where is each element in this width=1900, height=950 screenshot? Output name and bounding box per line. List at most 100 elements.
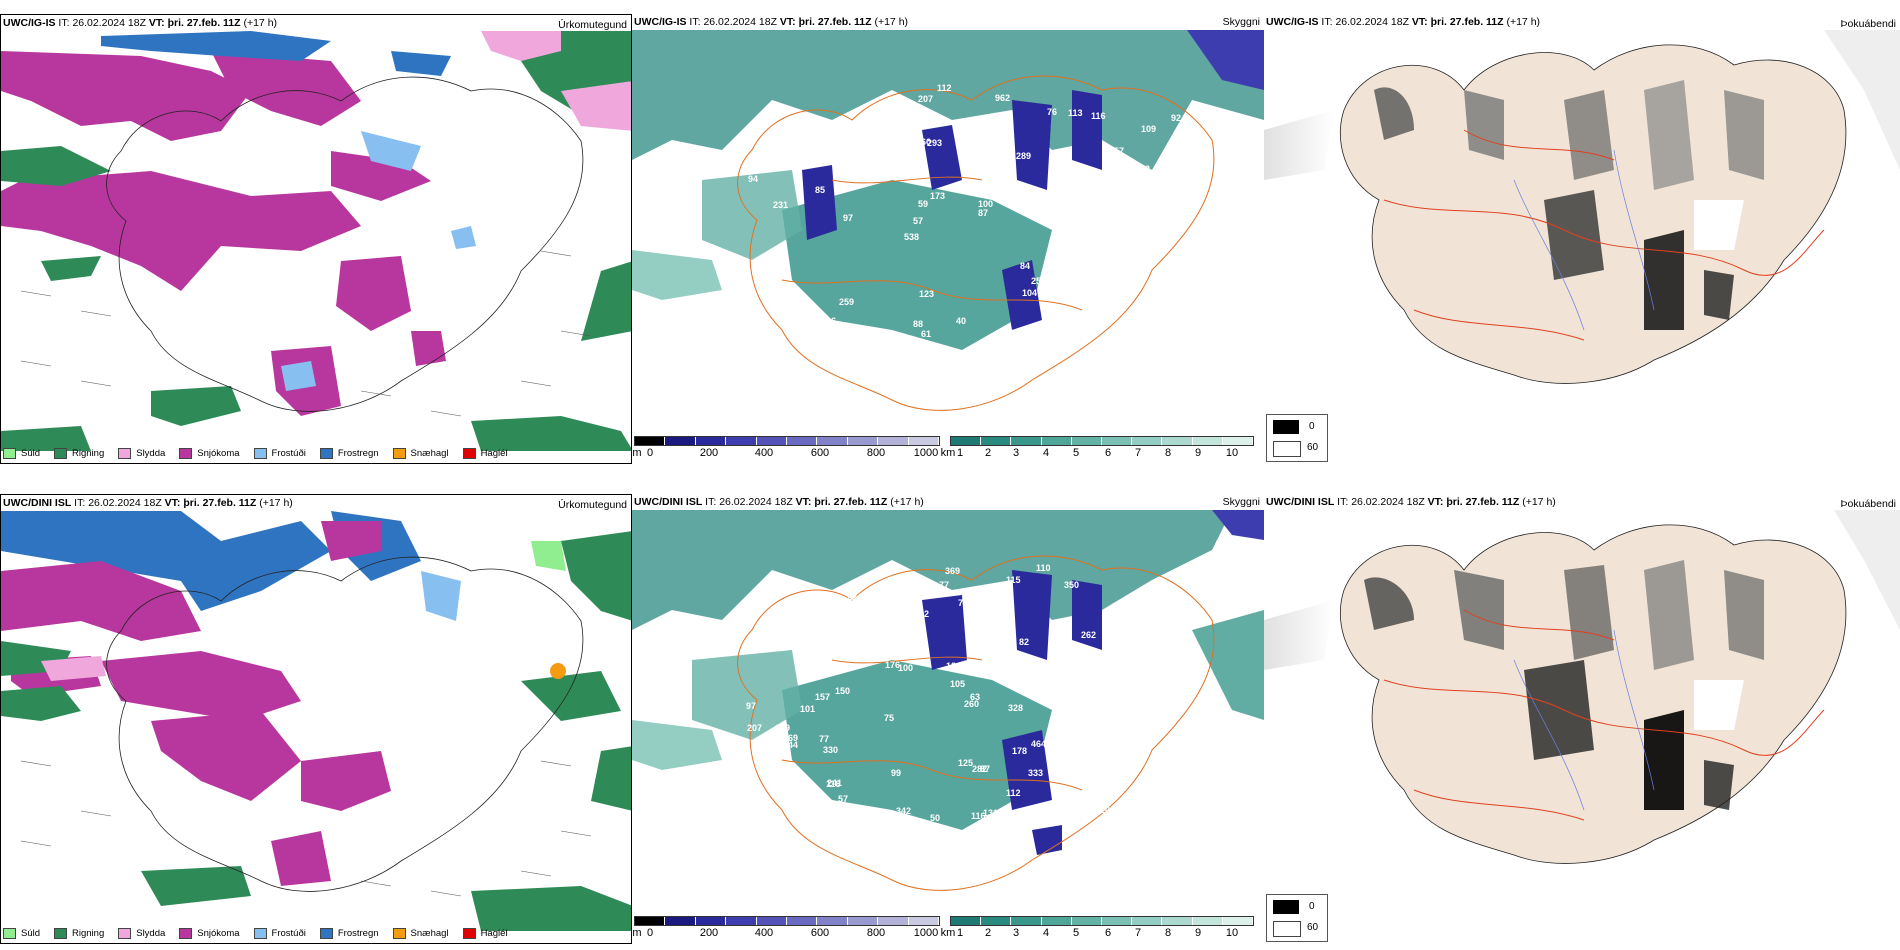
sleet-areas	[481, 31, 631, 131]
cloud-base-value: 99	[891, 768, 901, 778]
cloud-base-value: 330	[823, 745, 838, 755]
lead-time: (+17 h)	[243, 17, 278, 29]
fog-header: UWC/IG-IS IT: 26.02.2024 18Z VT: þri. 27…	[1266, 16, 1540, 28]
fog-roads	[1383, 129, 1825, 341]
cloud-base-value: 112	[1006, 788, 1021, 798]
cloud-base-value: 618	[897, 100, 912, 110]
cloud-base-value: 62	[919, 609, 929, 619]
valid-time: þri. 27.feb. 11Z	[1446, 496, 1520, 508]
visibility-colorbar: km 1 2 3 4 5 6 7 8 9 10	[941, 436, 1254, 459]
cloud-base-value: 61	[921, 329, 931, 339]
cloud-base-value: 283	[788, 299, 803, 309]
cloud-base-value: 538	[904, 232, 919, 242]
tick-label: 4	[1042, 447, 1050, 459]
model-name: UWC/IG-IS	[1266, 16, 1319, 28]
fog-rivers	[1513, 149, 1655, 331]
cloud-base-value: 168	[905, 575, 920, 585]
cloud-base-value: 113	[1068, 108, 1083, 118]
tick-label: 2	[984, 447, 992, 459]
cloud-base-colorbar: m 0 200 400 600 800 1000	[632, 916, 940, 939]
legend-item-sleet: Slydda	[118, 448, 165, 459]
cloud-base-value: 745	[797, 812, 812, 822]
legend-label: Rigning	[72, 448, 105, 459]
cloud-base-value: 75	[884, 713, 894, 723]
lead-time: (+17 h)	[1522, 496, 1556, 508]
cloud-base-value: 123	[919, 289, 934, 299]
cloud-base-value: 259	[839, 297, 854, 307]
valid-time: þri. 27.feb. 11Z	[183, 497, 257, 509]
valid-time: þri. 27.feb. 11Z	[814, 496, 888, 508]
cloud-base-value: 282	[972, 764, 987, 774]
precip-legend: Súld Rigning Slydda Snjókoma Frostúði Fr…	[3, 448, 508, 459]
legend-item-hail: Haglél	[462, 448, 508, 459]
cloud-base-value: 62	[1140, 164, 1150, 174]
vt-label: VT:	[1427, 496, 1444, 508]
cloud-base-value: 57	[838, 794, 848, 804]
cloud-base-value: 87	[980, 764, 990, 774]
cloud-visibility-map: 745 350 224 262 282 150 330 241 183 144 139 369 333 2…	[632, 510, 1264, 920]
cloud-base-value: 116	[1091, 111, 1106, 121]
visibility-colorbar: km 1 2 3 4 5 6 7 8 9 10	[941, 916, 1254, 939]
freezing-rain-areas	[101, 31, 451, 76]
precip-map	[1, 511, 631, 931]
sleet-swatch	[118, 448, 132, 459]
model-name: UWC/DINI ISL	[634, 496, 703, 508]
cloud-base-value: 100	[898, 663, 913, 673]
cloud-base-value: 207	[918, 94, 933, 104]
legend-label: Súld	[21, 928, 41, 939]
fog-legend-black-label: 0	[1309, 901, 1315, 912]
legend-item-rain: Rigning	[54, 928, 104, 939]
tick-label: 10	[1225, 927, 1239, 939]
cloud-base-bar	[634, 436, 940, 446]
cloud-base-value: 648	[1133, 358, 1148, 368]
cloud-base-value: 333	[1028, 768, 1043, 778]
tick-label: 9	[1194, 927, 1202, 939]
cloud-base-value: 177	[889, 841, 904, 851]
cloud-base-value: 112	[937, 83, 952, 93]
rain-swatch	[54, 448, 68, 459]
fog-legend-black	[1273, 420, 1299, 434]
cloud-base-numbers: 745 350 224 262 282 150 330 241 183 144 139 369 333 2…	[746, 563, 1170, 862]
snow-swatch	[179, 928, 193, 939]
cloud-base-numbers: 6482311095382893102601362832932753242931…	[748, 83, 1196, 388]
tick-label: 200	[699, 447, 719, 459]
cloud-base-value: 324	[1007, 815, 1022, 825]
snow-pellets-swatch	[392, 928, 406, 939]
freezing-rain-swatch	[319, 928, 333, 939]
init-time: 26.02.2024 18Z	[88, 497, 162, 509]
cloud-base-value: 328	[1008, 703, 1023, 713]
tick-label: 800	[866, 927, 886, 939]
cloud-base-value: 63	[1098, 358, 1108, 368]
cloud-base-value: 160	[1163, 175, 1178, 185]
cloud-base-value: 252	[1031, 276, 1046, 286]
cloud-base-value: 230	[967, 635, 982, 645]
tick-label: 0	[646, 927, 654, 939]
legend-item-drizzle: Súld	[3, 448, 40, 459]
cloud-base-value: 139	[775, 723, 790, 733]
roads-and-coast	[737, 75, 1215, 411]
cloud-base-value: 293	[927, 138, 942, 148]
cloud-base-value: 157	[815, 692, 830, 702]
cloud-base-value: 84	[1020, 261, 1030, 271]
legend-label: Snæhagl	[410, 448, 449, 459]
tick-label: 9	[1194, 447, 1202, 459]
legend-item-snow: Snjókoma	[179, 928, 240, 939]
fog-legend-white	[1273, 441, 1301, 457]
cloud-base-value: 101	[756, 373, 771, 383]
legend-item-drizzle: Súld	[3, 928, 40, 939]
cloud-base-value: 167	[921, 852, 936, 862]
legend-label: Frostúði	[271, 448, 306, 459]
cloud-base-value: 124	[946, 661, 961, 671]
legend-label: Frostúði	[271, 928, 306, 939]
cloud-base-value: 481	[1095, 781, 1110, 791]
legend-item-snow-pellets: Snæhagl	[392, 928, 449, 939]
cloud-base-value: 132	[814, 598, 829, 608]
tick-label: 3	[1012, 927, 1020, 939]
cloud-base-value: 77	[939, 580, 949, 590]
freezing-drizzle-swatch	[253, 448, 267, 459]
cloud-header: UWC/DINI ISL IT: 26.02.2024 18Z VT: þri.…	[634, 496, 924, 508]
cloud-base-value: 220	[1011, 328, 1026, 338]
unit-label: m	[632, 447, 642, 459]
coastline	[106, 556, 584, 892]
it-label: IT:	[1321, 16, 1333, 28]
